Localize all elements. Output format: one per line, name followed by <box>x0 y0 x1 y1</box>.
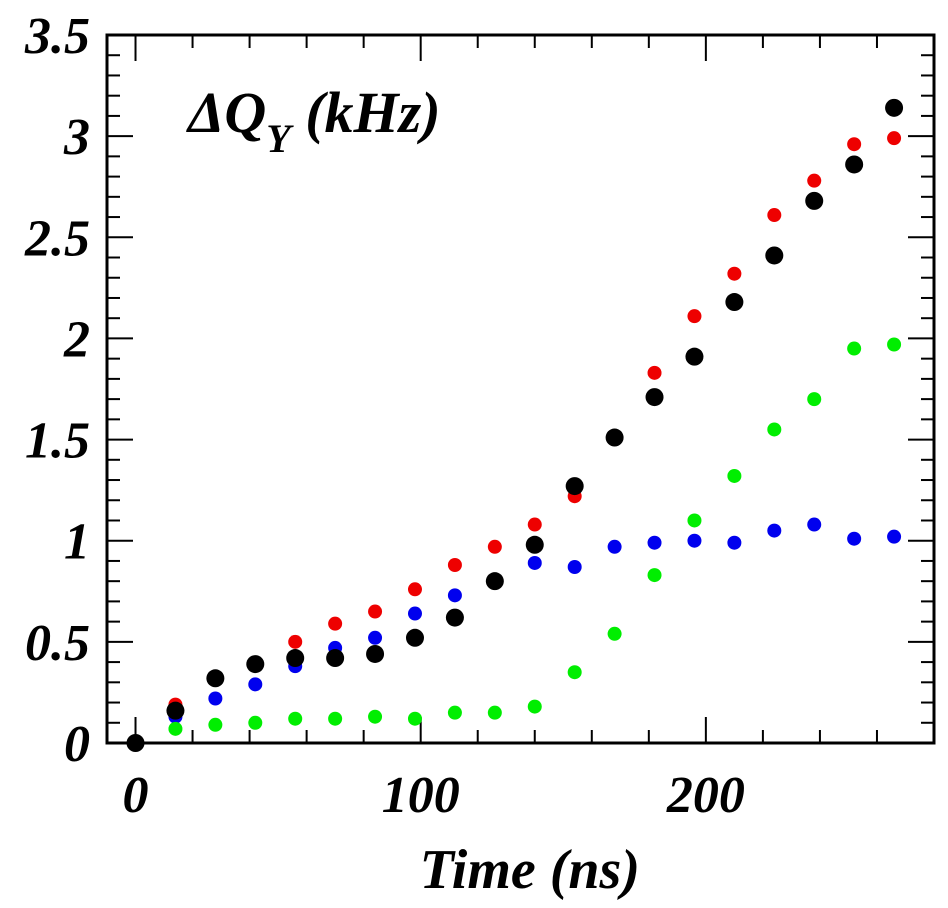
data-point <box>607 539 622 554</box>
y-tick-labels: 0 0.5 1 1.5 2 2.5 3 3.5 <box>24 8 90 773</box>
data-point <box>328 711 343 726</box>
data-point <box>208 717 223 732</box>
data-point <box>368 604 383 619</box>
data-point <box>727 468 742 483</box>
data-point <box>487 705 502 720</box>
data-point <box>407 606 422 621</box>
data-point <box>248 677 263 692</box>
data-point <box>685 347 704 366</box>
x-tick-label: 200 <box>666 767 745 824</box>
y-tick-label: 2.5 <box>24 210 90 267</box>
data-point <box>328 616 343 631</box>
data-points <box>126 98 904 752</box>
data-point <box>405 628 424 647</box>
data-point <box>765 246 784 265</box>
data-point <box>847 341 862 356</box>
data-point <box>288 634 303 649</box>
data-point <box>727 266 742 281</box>
data-point <box>845 155 864 174</box>
data-point <box>527 699 542 714</box>
data-point <box>687 309 702 324</box>
data-point <box>527 555 542 570</box>
y-tick-label: 3.5 <box>24 8 90 65</box>
data-point <box>607 626 622 641</box>
data-point <box>407 582 422 597</box>
y-tick-label: 1.5 <box>25 413 90 470</box>
x-tick-labels: 0 100 200 <box>123 767 745 824</box>
data-point <box>368 630 383 645</box>
y-tick-label: 0 <box>64 716 90 773</box>
data-point <box>647 365 662 380</box>
data-point <box>885 98 904 117</box>
data-point <box>527 517 542 532</box>
data-point <box>847 531 862 546</box>
data-point <box>286 649 305 668</box>
data-point <box>288 711 303 726</box>
series-3 <box>126 98 904 752</box>
data-point <box>447 588 462 603</box>
data-point <box>525 535 544 554</box>
data-point <box>887 529 902 544</box>
y-tick-label: 0.5 <box>25 615 90 672</box>
y-tick-label: 2 <box>63 311 90 368</box>
y-tick-label: 3 <box>63 109 90 166</box>
annotation-label: ΔQY (kHz) <box>186 80 441 161</box>
data-point <box>807 517 822 532</box>
data-point <box>605 428 624 447</box>
data-point <box>445 608 464 627</box>
x-tick-label: 0 <box>123 767 149 824</box>
data-point <box>647 568 662 583</box>
plot-frame <box>105 33 936 745</box>
annotation-subscript: Y <box>266 116 294 161</box>
data-point <box>767 208 782 223</box>
data-point <box>248 715 263 730</box>
data-point <box>687 533 702 548</box>
data-point <box>725 293 744 312</box>
data-point <box>805 191 824 210</box>
data-point <box>565 477 584 496</box>
data-point <box>727 535 742 550</box>
data-point <box>807 392 822 407</box>
series-0 <box>168 131 902 712</box>
annotation-delta: ΔQ <box>186 80 266 145</box>
data-point <box>447 557 462 572</box>
data-point <box>368 709 383 724</box>
data-point <box>887 337 902 352</box>
data-point <box>447 705 462 720</box>
data-point <box>567 560 582 575</box>
series-2 <box>168 337 902 736</box>
data-point <box>807 173 822 188</box>
data-point <box>767 523 782 538</box>
data-point <box>567 665 582 680</box>
data-point <box>168 721 183 736</box>
data-point <box>326 649 345 668</box>
data-point <box>166 701 185 720</box>
data-point <box>407 711 422 726</box>
x-axis-title: Time (ns) <box>420 839 640 901</box>
x-tick-label: 100 <box>382 767 460 824</box>
data-point <box>847 137 862 152</box>
annotation-unit: (kHz) <box>291 80 441 145</box>
data-point <box>645 388 664 407</box>
data-point <box>126 734 145 752</box>
data-point <box>647 535 662 550</box>
data-point <box>767 422 782 437</box>
data-point <box>246 655 265 674</box>
data-point <box>206 669 225 688</box>
y-tick-label: 1 <box>64 514 90 571</box>
data-point <box>487 539 502 554</box>
data-point <box>366 644 385 663</box>
data-point <box>485 572 504 591</box>
data-point <box>687 513 702 528</box>
data-point <box>208 691 223 706</box>
data-point <box>887 131 902 146</box>
